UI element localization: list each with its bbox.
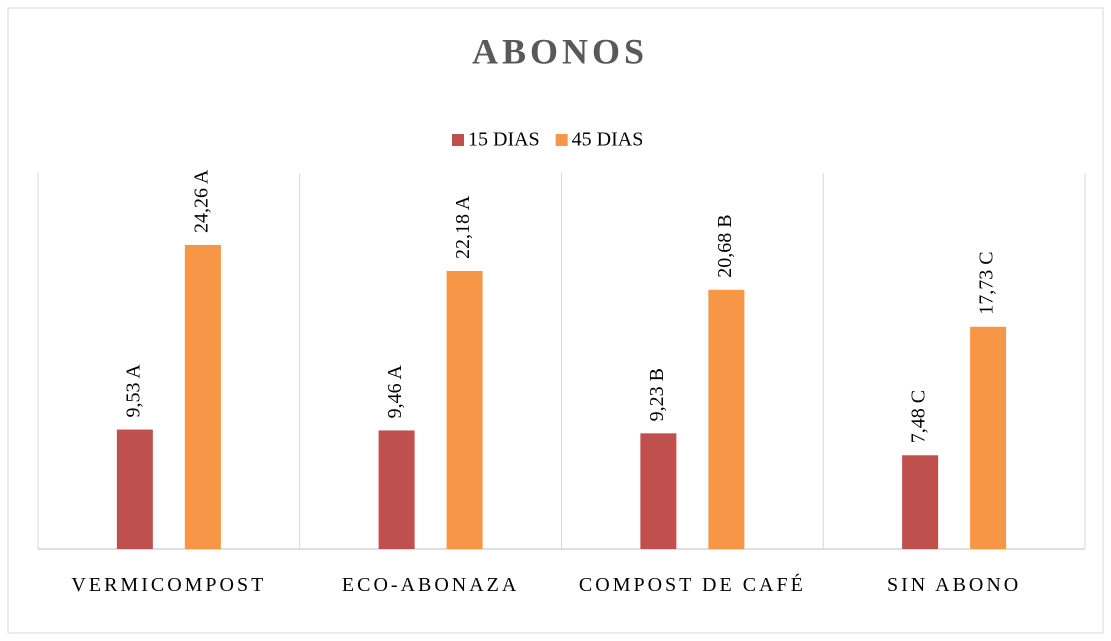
data-label: 20,68 B [714, 214, 736, 277]
x-tick-label: COMPOST DE CAFÉ [578, 574, 806, 596]
bar [970, 326, 1007, 549]
data-label: 7,48 C [908, 390, 930, 443]
data-label: 9,53 A [122, 364, 144, 418]
data-label: 24,26 A [190, 169, 212, 233]
x-tick-label: VERMICOMPOST [71, 574, 267, 596]
bar [640, 433, 677, 549]
bar [902, 455, 939, 549]
legend-label: 15 DIAS [468, 129, 540, 151]
legend-label: 45 DIAS [572, 129, 644, 151]
data-label: 17,73 C [976, 251, 998, 314]
legend-swatch [452, 134, 464, 146]
chart-title: ABONOS [472, 31, 648, 71]
data-label: 9,23 B [646, 368, 668, 421]
data-label: 9,46 A [384, 365, 406, 419]
chart-border [7, 7, 1104, 634]
bar [378, 430, 415, 549]
bar [184, 244, 221, 549]
bar [708, 289, 745, 549]
bar [446, 271, 483, 549]
legend-swatch [555, 134, 568, 146]
x-tick-label: SIN ABONO [887, 574, 1022, 596]
x-tick-label: ECO-ABONAZA [341, 574, 520, 596]
bar [116, 429, 153, 549]
data-label: 22,18 A [452, 195, 474, 259]
